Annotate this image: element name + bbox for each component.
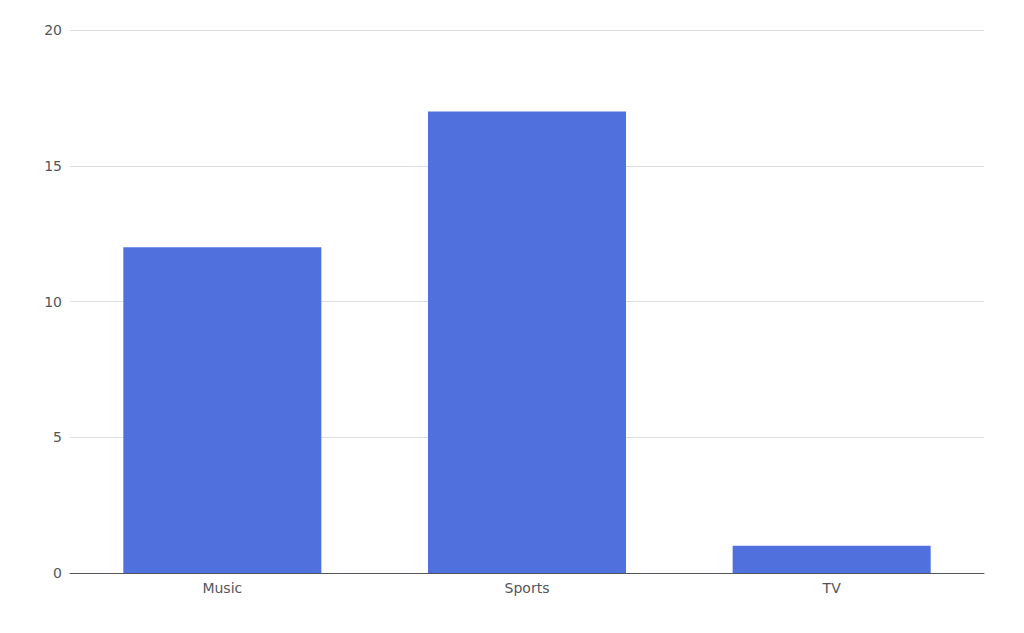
- svg-text:Sports: Sports: [505, 580, 550, 596]
- svg-text:10: 10: [44, 294, 62, 310]
- svg-text:5: 5: [53, 429, 62, 445]
- svg-text:20: 20: [44, 22, 62, 38]
- svg-text:Music: Music: [202, 580, 242, 596]
- svg-text:15: 15: [44, 158, 62, 174]
- svg-text:TV: TV: [822, 580, 842, 596]
- svg-text:0: 0: [53, 565, 62, 581]
